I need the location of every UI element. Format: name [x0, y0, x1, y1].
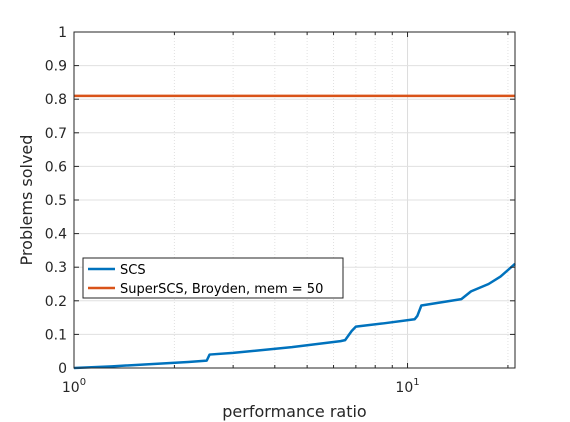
y-tick-label: 0.7 [45, 126, 67, 142]
y-tick-label: 1 [58, 25, 67, 41]
legend-entry-label: SCS [120, 263, 146, 278]
x-axis-label: performance ratio [222, 402, 366, 421]
series-line-scs [73, 262, 516, 370]
legend-entry-label: SuperSCS, Broyden, mem = 50 [120, 282, 323, 297]
y-tick-label: 0.1 [45, 327, 67, 343]
y-tick-label: 0.6 [45, 159, 67, 175]
y-tick-label: 0.4 [45, 227, 67, 243]
x-tick-label: 100 [62, 377, 86, 396]
y-tick-label: 0 [58, 361, 67, 377]
y-tick-label: 0.5 [45, 193, 67, 209]
y-tick-label: 0.8 [45, 92, 67, 108]
y-axis-label: Problems solved [17, 135, 36, 266]
grid-lines [74, 32, 515, 368]
y-tick-label: 0.3 [45, 260, 67, 276]
axis-ticks: 0 0.1 0.2 0.3 0.4 0.5 0.6 0.7 0.8 0.9 1 100 101 [45, 25, 515, 396]
x-tick-label: 101 [395, 377, 419, 396]
legend-box [82, 257, 344, 299]
y-tick-label: 0.2 [45, 294, 67, 310]
legend: SCS SuperSCS, Broyden, mem = 50 [82, 257, 344, 299]
y-tick-label: 0.9 [45, 59, 67, 75]
series-layer [73, 94, 516, 370]
